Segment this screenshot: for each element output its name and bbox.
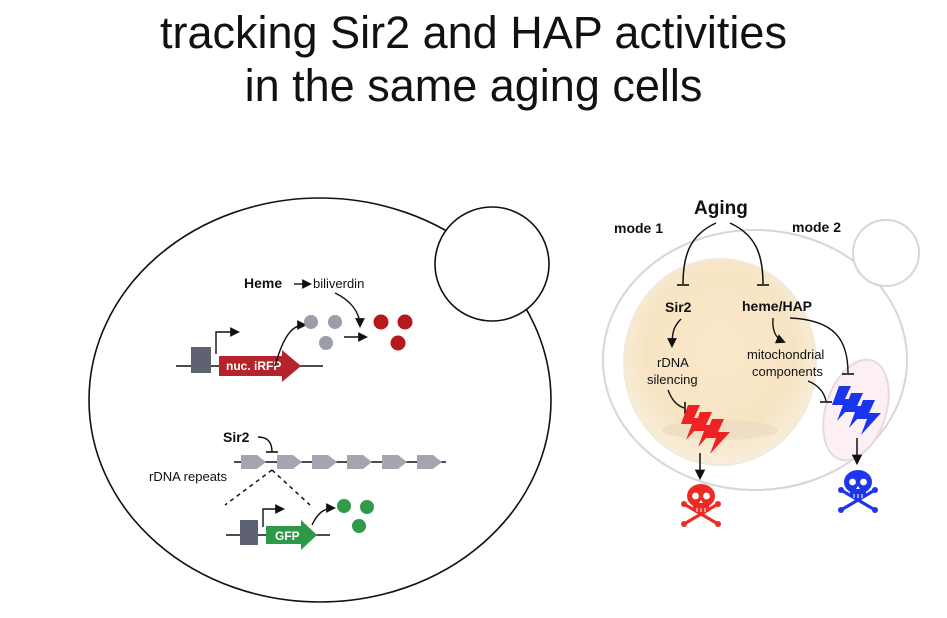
irfp-holo-dot [390,335,406,351]
zoom-dash-right [271,469,311,506]
daughter-bud [434,206,550,322]
rdna-repeat [312,455,337,469]
title-line-1: tracking Sir2 and HAP activities [160,7,787,58]
sir2-to-rdna-silencing [667,318,682,348]
rdna-repeat-arrows [241,455,442,469]
rdna-repeat [241,455,266,469]
blue-skull-icon [838,470,878,513]
gfp-protein-dot [360,500,374,514]
rdna-silencing-inhibits-damage [667,389,685,409]
irfp-promoter-box [191,347,211,373]
left-diagram: Heme biliverdin nuc. iRFP Sir2 [88,197,552,603]
rdna-silencing-line-1: rDNA [657,355,689,370]
gfp-to-protein-arrow [311,503,336,526]
hap-inhibits-mito-damage [789,317,849,374]
rdna-repeat [382,455,407,469]
gfp-gene-label: GFP [275,529,300,543]
rdna-repeat [277,455,302,469]
heme-label: Heme [244,275,282,291]
gfp-protein-dot [352,519,366,533]
right-diagram: Aging mode 1 mode 2 Sir2 heme/HAP rDNA s… [602,198,920,527]
mode-2-damage-bolt-icon [832,386,881,435]
mode-1-damage-bolt-icon [681,405,730,454]
aging-inhibits-sir2 [682,222,717,285]
heme-hap-label: heme/HAP [742,298,812,314]
irfp-gene-label: nuc. iRFP [226,359,281,373]
aging-cell-outline [602,229,908,491]
mito-inhibits-damage [807,380,827,402]
apo-protein-dot [328,315,342,329]
aging-inhibits-hap [729,222,764,285]
biliverdin-binding-arrow [334,292,365,328]
gfp-promoter-box [240,520,258,545]
sir2-label-left: Sir2 [223,429,250,445]
rdna-repeat [347,455,372,469]
red-skull-icon [681,484,721,527]
mito-components-line-2: components [752,364,823,379]
mother-cell [88,197,552,603]
rdna-silencing-line-2: silencing [647,372,698,387]
hap-to-mito [772,317,786,344]
mito-components-line-1: mitochondrial [747,347,824,362]
zoom-dash-left [224,469,273,506]
aging-bud [852,219,920,287]
irfp-holo-dot [397,314,413,330]
sir2-inhibition-line [257,436,273,453]
mode-1-label: mode 1 [614,220,663,236]
mode-2-label: mode 2 [792,219,841,235]
gfp-gene-arrow [266,520,317,550]
irfp-holo-dot [373,314,389,330]
biliverdin-label: biliverdin [313,276,364,291]
gfp-transcription-start-arrow [262,504,285,527]
slide-title: tracking Sir2 and HAP activities in the … [0,6,947,112]
apo-protein-dot [319,336,333,350]
irfp-transcription-start-arrow [215,327,240,354]
irfp-to-protein-arrow [274,320,307,367]
irfp-gene-arrow [219,350,301,382]
nucleolus-shading [662,420,778,440]
title-line-2: in the same aging cells [244,60,703,111]
gfp-protein-dot [337,499,351,513]
apo-protein-dot [304,315,318,329]
sir2-label-right: Sir2 [665,299,692,315]
nucleus-shading [623,258,817,466]
rdna-repeat [417,455,442,469]
aging-label: Aging [694,198,748,219]
rdna-repeats-label: rDNA repeats [149,469,228,484]
